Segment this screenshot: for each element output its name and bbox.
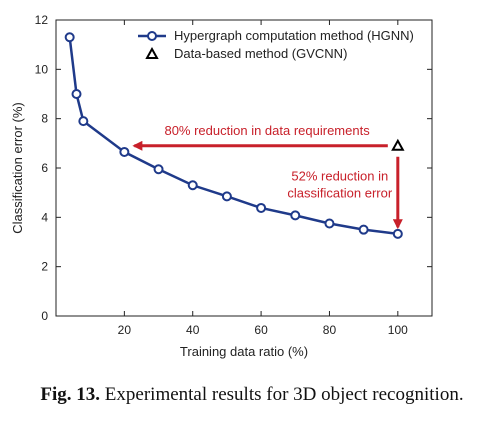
caption-label: Fig. 13. bbox=[40, 384, 101, 405]
x-tick-label: 60 bbox=[254, 323, 268, 337]
hgnn-point bbox=[358, 224, 369, 235]
y-tick-label: 4 bbox=[41, 210, 48, 224]
y-tick-label: 12 bbox=[35, 13, 49, 27]
hgnn-point bbox=[256, 202, 267, 213]
axes: 0 2 4 6 8 10 12 20 40 60 80 100 Training data ratio … bbox=[10, 13, 433, 359]
legend-gvcnn-marker bbox=[145, 46, 159, 59]
series bbox=[64, 32, 405, 239]
hgnn-point bbox=[324, 218, 335, 229]
x-tick-label: 20 bbox=[118, 323, 132, 337]
hgnn-point bbox=[153, 164, 164, 175]
legend: Hypergraph computation method (HGNN) Data… bbox=[138, 28, 414, 61]
hgnn-point bbox=[187, 180, 198, 191]
annotation-error-reduction-line: classification error bbox=[287, 185, 392, 200]
y-tick-label: 8 bbox=[41, 112, 48, 126]
gvcnn-point bbox=[391, 138, 405, 151]
legend-hgnn-label: Hypergraph computation method (HGNN) bbox=[174, 28, 414, 43]
figure-caption: Fig. 13. Experimental results for 3D obj… bbox=[0, 384, 504, 406]
annotations: 80% reduction in data requirements 52% re… bbox=[132, 123, 403, 230]
hgnn-point bbox=[221, 191, 232, 202]
x-tick-label: 100 bbox=[388, 323, 408, 337]
hgnn-point bbox=[64, 32, 75, 43]
x-tick-label: 80 bbox=[323, 323, 337, 337]
y-tick-label: 0 bbox=[41, 309, 48, 323]
hgnn-point bbox=[78, 116, 89, 127]
annotation-error-reduction-line: 52% reduction in bbox=[291, 168, 388, 183]
x-tick-label: 40 bbox=[186, 323, 200, 337]
y-tick-label: 6 bbox=[41, 161, 48, 175]
y-axis-label: Classification error (%) bbox=[10, 102, 25, 233]
hgnn-point bbox=[392, 228, 403, 239]
x-axis-label: Training data ratio (%) bbox=[180, 344, 308, 359]
caption-text: Experimental results for 3D object recog… bbox=[100, 384, 464, 405]
hgnn-point bbox=[119, 146, 130, 157]
y-tick-label: 2 bbox=[41, 260, 48, 274]
legend-gvcnn-label: Data-based method (GVCNN) bbox=[174, 46, 347, 61]
line-chart: 0 2 4 6 8 10 12 20 40 60 80 100 Training data ratio … bbox=[10, 13, 433, 359]
y-tick-label: 10 bbox=[35, 62, 49, 76]
hgnn-point bbox=[290, 210, 301, 221]
annotation-data-reduction: 80% reduction in data requirements bbox=[164, 123, 370, 138]
legend-hgnn-marker bbox=[147, 31, 157, 41]
hgnn-point bbox=[71, 89, 82, 99]
